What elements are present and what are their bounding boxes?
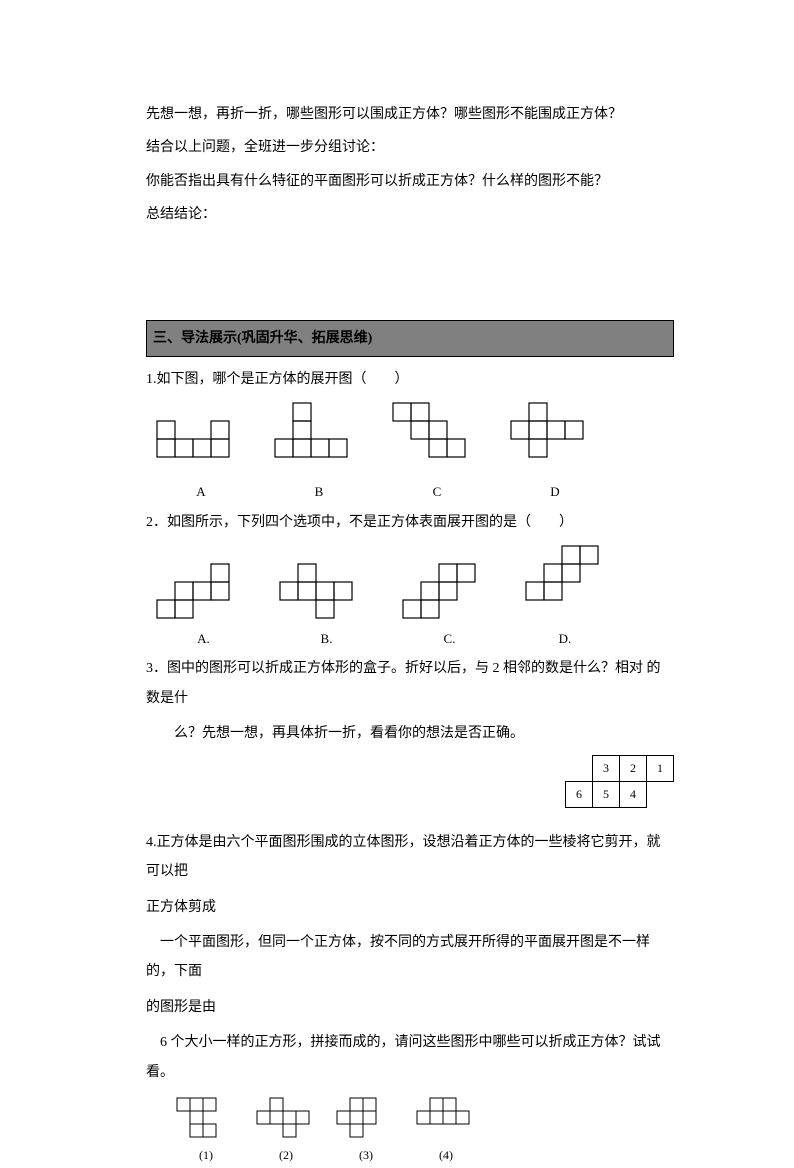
q3-cell-4: 4 [620, 781, 647, 807]
q2-label-d: D. [559, 625, 572, 652]
q1-label-d: D [550, 478, 559, 505]
q4-line4: 的图形是由 [146, 993, 674, 1022]
q4-label-4: (4) [439, 1143, 453, 1168]
q2-label-b: B. [321, 625, 333, 652]
section-3-header: 三、导法展示(巩固升华、拓展思维) [146, 320, 674, 357]
q3-net-table: 3 2 1 6 5 4 [504, 755, 674, 808]
q4-line5: 6 个大小一样的正方形，拼接而成的，请问这些图形中哪些可以折成正方体？试试看。 [146, 1028, 674, 1087]
q1-fig-b [274, 402, 364, 474]
q3-line2: 么？先想一想，再具体折一折，看看你的想法是否正确。 [146, 719, 674, 748]
q4-line1: 4.正方体是由六个平面图形围成的立体图形，设想沿着正方体的一些棱将它剪开，就可以… [146, 828, 674, 887]
q1-fig-c [392, 402, 482, 474]
q3-line1: 3．图中的图形可以折成正方体形的盒子。折好以后，与 2 相邻的数是什么？相对 的… [146, 654, 674, 713]
q4-label-1: (1) [199, 1143, 213, 1168]
q1-label-b: B [315, 478, 324, 505]
q2-fig-b [279, 563, 374, 621]
q4-figures: (1) (2) (3) [176, 1097, 674, 1168]
q1-figures: A B C [156, 402, 674, 505]
q4-fig-4 [416, 1097, 476, 1141]
q1-label-c: C [433, 478, 442, 505]
q2-fig-a [156, 563, 251, 621]
intro-p4: 总结结论： [146, 200, 674, 229]
q3-cell-2: 2 [620, 755, 647, 781]
q4-label-2: (2) [279, 1143, 293, 1168]
q1-label-a: A [196, 478, 205, 505]
q3-cell-6: 6 [566, 781, 593, 807]
q4-label-3: (3) [359, 1143, 373, 1168]
q3-cell-3: 3 [593, 755, 620, 781]
q1-fig-d [510, 402, 600, 474]
q3-cell-5: 5 [593, 781, 620, 807]
q2-label-a: A. [197, 625, 210, 652]
intro-p3: 你能否指出具有什么特征的平面图形可以折成正方体？什么样的图形不能？ [146, 167, 674, 196]
q4-line2: 正方体剪成 [146, 893, 674, 922]
q2-figures: A. B. C. [156, 545, 674, 652]
q2-label-c: C. [444, 625, 456, 652]
q4-line3: 一个平面图形，但同一个正方体，按不同的方式展开所得的平面展开图是不一样的，下面 [146, 928, 674, 987]
intro-p2: 结合以上问题，全班进一步分组讨论： [146, 133, 674, 162]
q2-fig-d [525, 545, 605, 621]
q2-text: 2．如图所示，下列四个选项中，不是正方体表面展开图的是（ ） [146, 508, 674, 537]
q4-fig-3 [336, 1097, 396, 1141]
q4-fig-2 [256, 1097, 316, 1141]
q4-fig-1 [176, 1097, 236, 1141]
q2-fig-c [402, 563, 497, 621]
intro-p1: 先想一想，再折一折，哪些图形可以围成正方体？哪些图形不能围成正方体？ [146, 100, 674, 129]
q1-fig-a [156, 402, 246, 474]
q1-text: 1.如下图，哪个是正方体的展开图（ ） [146, 365, 674, 394]
q3-cell-1: 1 [647, 755, 674, 781]
